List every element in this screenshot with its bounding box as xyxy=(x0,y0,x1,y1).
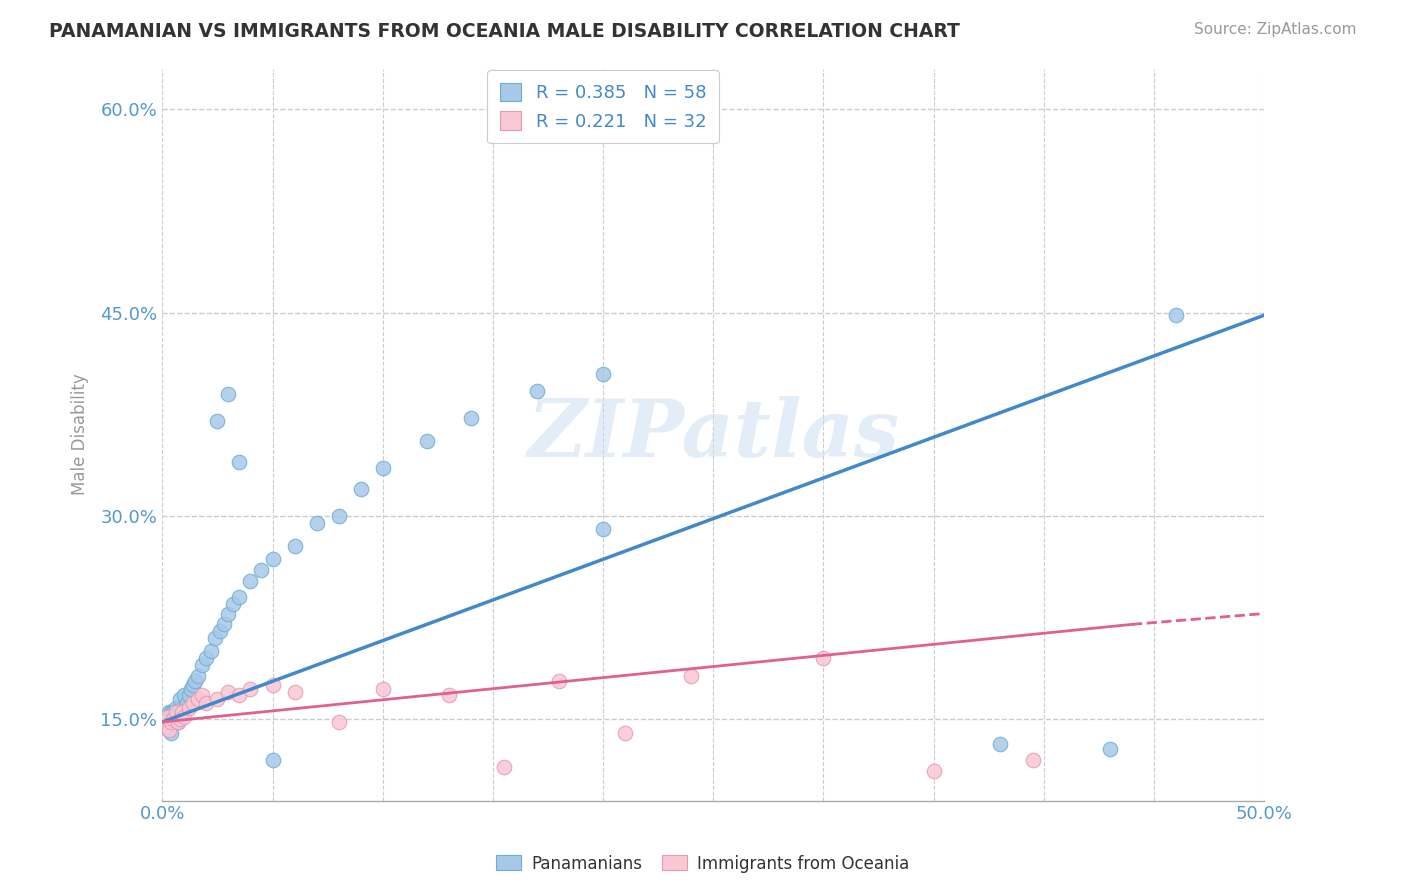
Point xyxy=(173,709,195,723)
Point xyxy=(162,712,184,726)
Point xyxy=(191,688,214,702)
Point xyxy=(228,688,250,702)
Point xyxy=(187,692,209,706)
Point xyxy=(191,658,214,673)
Point xyxy=(177,701,200,715)
Point xyxy=(157,723,180,738)
Point xyxy=(437,688,460,702)
Point xyxy=(988,737,1011,751)
Point xyxy=(165,709,187,723)
Point xyxy=(212,617,235,632)
Point xyxy=(262,753,284,767)
Point xyxy=(169,712,191,726)
Point xyxy=(169,692,191,706)
Legend: Panamanians, Immigrants from Oceania: Panamanians, Immigrants from Oceania xyxy=(489,848,917,880)
Point xyxy=(162,706,184,720)
Point xyxy=(681,669,703,683)
Point xyxy=(195,651,218,665)
Point xyxy=(187,669,209,683)
Point xyxy=(922,764,945,778)
Text: PANAMANIAN VS IMMIGRANTS FROM OCEANIA MALE DISABILITY CORRELATION CHART: PANAMANIAN VS IMMIGRANTS FROM OCEANIA MA… xyxy=(49,22,960,41)
Point xyxy=(181,678,204,692)
Point xyxy=(416,434,439,449)
Point xyxy=(592,367,614,381)
Point xyxy=(169,701,191,715)
Point xyxy=(283,685,305,699)
Point xyxy=(176,696,198,710)
Point xyxy=(172,706,194,720)
Point xyxy=(813,651,835,665)
Point xyxy=(305,516,328,530)
Y-axis label: Male Disability: Male Disability xyxy=(72,374,89,495)
Point xyxy=(181,696,204,710)
Point xyxy=(160,726,183,740)
Point xyxy=(460,411,482,425)
Point xyxy=(162,712,184,726)
Point xyxy=(166,706,188,720)
Point xyxy=(371,461,394,475)
Legend: R = 0.385   N = 58, R = 0.221   N = 32: R = 0.385 N = 58, R = 0.221 N = 32 xyxy=(486,70,718,144)
Point xyxy=(204,631,226,645)
Point xyxy=(1022,753,1045,767)
Point xyxy=(328,508,350,523)
Point xyxy=(173,698,195,713)
Text: ZIPatlas: ZIPatlas xyxy=(527,396,900,474)
Point xyxy=(153,714,176,729)
Point xyxy=(371,682,394,697)
Point xyxy=(208,624,231,639)
Point xyxy=(350,482,373,496)
Point xyxy=(153,712,176,726)
Point xyxy=(328,714,350,729)
Text: Source: ZipAtlas.com: Source: ZipAtlas.com xyxy=(1194,22,1357,37)
Point xyxy=(239,682,262,697)
Point xyxy=(1098,742,1121,756)
Point xyxy=(222,597,245,611)
Point xyxy=(1164,308,1187,322)
Point xyxy=(156,719,179,733)
Point xyxy=(200,644,222,658)
Point xyxy=(165,701,187,715)
Point xyxy=(228,591,250,605)
Point xyxy=(526,384,548,399)
Point xyxy=(262,552,284,566)
Point xyxy=(157,706,180,720)
Point xyxy=(217,387,239,401)
Point xyxy=(156,709,179,723)
Point xyxy=(156,719,179,733)
Point xyxy=(239,574,262,588)
Point xyxy=(262,678,284,692)
Point xyxy=(157,714,180,729)
Point xyxy=(156,714,179,729)
Point xyxy=(207,692,229,706)
Point xyxy=(160,706,183,720)
Point xyxy=(172,706,194,720)
Point xyxy=(207,414,229,428)
Point xyxy=(173,688,195,702)
Point xyxy=(157,723,180,738)
Point xyxy=(548,674,571,689)
Point xyxy=(166,714,188,729)
Point xyxy=(184,674,207,689)
Point xyxy=(156,709,179,723)
Point xyxy=(250,563,273,577)
Point xyxy=(153,719,176,733)
Point xyxy=(160,714,183,729)
Point xyxy=(195,696,218,710)
Point xyxy=(228,455,250,469)
Point xyxy=(283,539,305,553)
Point xyxy=(166,714,188,729)
Point xyxy=(614,726,637,740)
Point xyxy=(160,714,183,729)
Point xyxy=(217,685,239,699)
Point xyxy=(217,607,239,621)
Point xyxy=(180,682,202,697)
Point xyxy=(592,523,614,537)
Point xyxy=(492,760,515,774)
Point xyxy=(177,688,200,702)
Point xyxy=(165,706,187,720)
Point xyxy=(162,714,184,729)
